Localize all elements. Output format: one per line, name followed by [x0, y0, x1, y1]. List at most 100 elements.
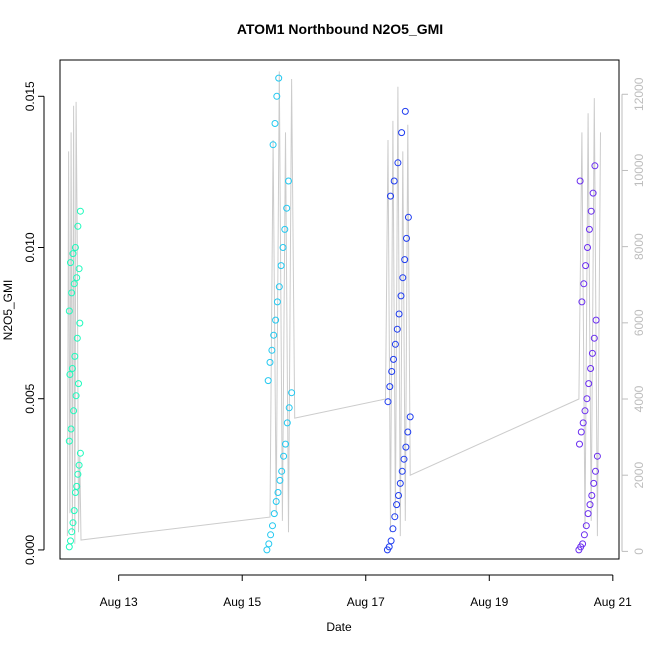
data-point [76, 319, 84, 327]
data-point [389, 525, 397, 533]
axis-layer: Aug 13 Aug 15 Aug 17 Aug 19 Aug 21 0.000 0.005… [23, 77, 646, 609]
data-point [273, 298, 281, 306]
y2-tick-label: 4000 [632, 385, 646, 412]
x-tick-label: Aug 15 [223, 595, 261, 609]
data-point [268, 346, 276, 354]
data-point [74, 222, 82, 230]
x-tick-label: Aug 17 [347, 595, 385, 609]
data-point [588, 492, 596, 499]
data-point [66, 371, 74, 378]
data-point [581, 407, 589, 415]
data-point [398, 129, 406, 137]
x-tick-label: Aug 21 [594, 595, 632, 609]
data-point [404, 213, 412, 221]
data-point [397, 292, 405, 300]
data-point [387, 537, 395, 545]
data-point [285, 404, 293, 412]
y2-tick-label: 2000 [632, 462, 646, 489]
x-tick-label: Aug 19 [470, 595, 508, 609]
data-point [73, 274, 81, 282]
data-point [576, 440, 583, 448]
data-point [400, 455, 408, 463]
data-point [276, 476, 284, 484]
data-point [270, 331, 278, 339]
data-point [275, 74, 283, 82]
data-point [585, 380, 593, 388]
data-point [72, 392, 80, 400]
data-point [404, 428, 412, 436]
data-point [269, 141, 277, 149]
data-point [283, 419, 291, 427]
data-point [76, 207, 84, 215]
data-point [384, 398, 392, 406]
data-point [579, 419, 587, 427]
data-point [69, 519, 77, 527]
data-point [75, 380, 82, 388]
y-tick-label: 0.010 [23, 232, 37, 262]
data-point [390, 177, 398, 185]
data-point [582, 262, 590, 270]
data-point [582, 522, 590, 530]
data-point [68, 289, 76, 297]
data-point [71, 352, 79, 360]
data-point [388, 368, 396, 375]
data-point [68, 528, 76, 536]
data-point [281, 225, 289, 233]
data-point [402, 443, 410, 451]
data-point [272, 498, 280, 505]
data-point [65, 307, 73, 315]
data-point [70, 280, 78, 288]
data-point [285, 177, 292, 185]
data-point [74, 470, 82, 478]
data-point [583, 395, 591, 403]
data-point [271, 120, 279, 127]
data-point [69, 250, 77, 258]
data-point [587, 365, 595, 372]
data-point [403, 234, 410, 242]
data-point [396, 479, 404, 487]
data-point [393, 325, 401, 333]
data-point [270, 510, 278, 518]
data-point [394, 159, 402, 167]
data-point [277, 262, 285, 270]
data-point [263, 546, 271, 554]
data-point [592, 316, 600, 324]
data-point [576, 177, 584, 185]
data-point [399, 274, 407, 282]
data-point [391, 340, 399, 348]
y2-tick-label: 12000 [632, 77, 646, 111]
data-point [385, 543, 393, 551]
data-point [395, 310, 403, 318]
y-axis-label: N2O5_GMI [1, 280, 15, 341]
data-point [274, 489, 282, 496]
data-point [406, 413, 414, 421]
data-point [401, 107, 409, 115]
data-point [592, 467, 599, 475]
data-point [67, 425, 75, 433]
data-point [589, 189, 597, 197]
data-point [386, 383, 394, 391]
data-point [588, 349, 596, 357]
data-point [590, 479, 598, 487]
data-point [266, 358, 274, 366]
data-point [279, 244, 287, 251]
data-point [65, 543, 73, 551]
data-point [264, 377, 272, 385]
data-point [68, 365, 76, 372]
chart-title: ATOM1 Northbound N2O5_GMI [237, 21, 443, 37]
data-point [273, 92, 281, 100]
data-point [75, 265, 83, 273]
data-point [584, 244, 591, 251]
y2-tick-label: 10000 [632, 153, 646, 187]
data-point [70, 407, 78, 415]
data-point [76, 449, 84, 457]
data-point [275, 283, 283, 291]
data-point [65, 437, 73, 445]
data-point [593, 452, 601, 460]
y2-tick-label: 6000 [632, 309, 646, 336]
data-point [387, 192, 394, 200]
y-tick-label: 0.000 [23, 535, 37, 565]
data-point [590, 334, 598, 342]
